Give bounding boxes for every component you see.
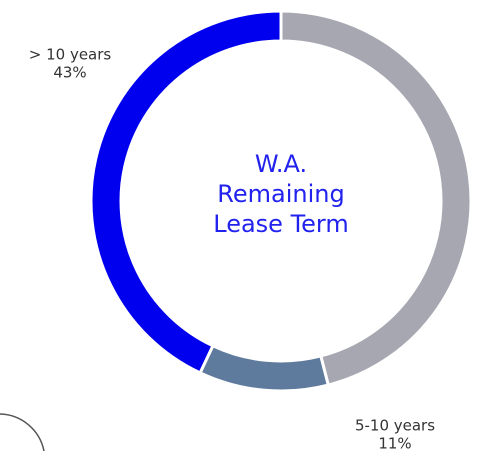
- center-label: Remaining: [217, 180, 344, 208]
- donut-segment: [198, 343, 331, 393]
- donut-segment: [89, 9, 283, 375]
- decoration-circle: [0, 413, 45, 451]
- segment-value: 11%: [378, 435, 411, 451]
- segment-label: 5-10 years: [355, 417, 435, 435]
- segment-value: 43%: [53, 64, 86, 82]
- center-label: Lease Term: [213, 210, 349, 238]
- center-label: W.A.: [255, 150, 307, 178]
- segment-label: > 10 years: [29, 46, 112, 64]
